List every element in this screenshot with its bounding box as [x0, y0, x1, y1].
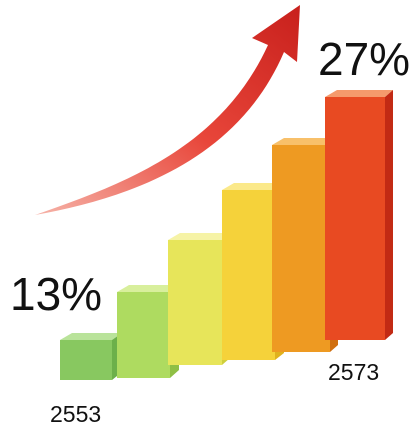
bar-top — [222, 183, 284, 190]
bar-front — [168, 240, 222, 365]
bar-top — [117, 285, 179, 292]
bar-top — [168, 233, 230, 240]
bar-side — [385, 90, 393, 340]
bar-front — [117, 292, 170, 378]
bar-front — [325, 97, 385, 340]
bar-top — [60, 333, 122, 340]
bar-top — [325, 90, 393, 97]
end-percent: 27% — [318, 33, 410, 85]
bar-front — [272, 145, 330, 352]
bars — [60, 90, 393, 380]
bar-front — [60, 340, 112, 380]
start-percent: 13% — [10, 268, 102, 320]
start-value: 2553 — [50, 401, 101, 427]
growth-arrow — [35, 5, 300, 215]
bar-top — [272, 138, 338, 145]
end-value: 2573 — [328, 359, 379, 385]
bar-front — [222, 190, 275, 360]
